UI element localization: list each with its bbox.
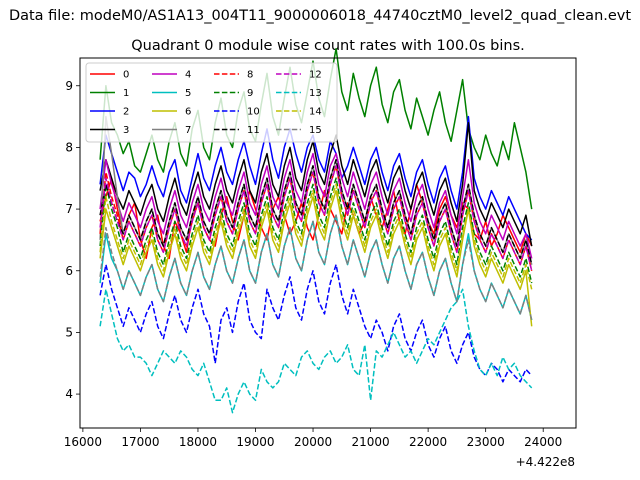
series-line-3 [99,121,533,247]
series-line-6 [99,189,533,327]
chart-title: Quadrant 0 module wise count rates with … [131,38,525,54]
legend-label-15: 15 [309,125,322,136]
y-tick-label: 8 [65,140,73,154]
legend-label-5: 5 [185,88,191,99]
x-tick-label: 24000 [524,435,562,449]
series-layer [99,47,533,414]
legend-label-11: 11 [247,125,260,136]
series-line-12 [99,165,533,271]
series-line-14 [99,183,533,290]
legend-label-0: 0 [123,70,129,81]
series-line-13 [99,288,533,414]
y-tick-label: 6 [65,264,73,278]
x-tick-label: 18000 [179,435,217,449]
x-tick-label: 22000 [409,435,447,449]
x-tick-label: 21000 [351,435,389,449]
legend-label-4: 4 [185,70,191,81]
x-tick-label: 16000 [64,435,102,449]
legend-label-13: 13 [309,88,322,99]
x-tick-label: 19000 [236,435,274,449]
series-line-2 [99,115,533,241]
legend-label-14: 14 [309,107,322,118]
legend-label-9: 9 [247,88,253,99]
legend-label-12: 12 [309,70,322,81]
y-tick-label: 7 [65,202,73,216]
plot-area-frame [79,57,577,429]
legend-label-2: 2 [123,107,129,118]
series-line-9 [99,177,533,284]
y-tick-label: 9 [65,79,73,93]
y-tick-label: 5 [65,325,73,339]
x-tick-label: 20000 [294,435,332,449]
series-line-11 [99,158,533,265]
legend-label-7: 7 [185,125,191,136]
legend-label-10: 10 [247,107,260,118]
series-line-10 [99,263,533,383]
legend-label-1: 1 [123,88,129,99]
x-offset-label: +4.422e8 [516,455,575,469]
y-tick-label: 4 [65,387,73,401]
y-axis: 4 5 6 7 8 9 [65,79,80,401]
chart-suptitle: Data file: modeM0/AS1A13_004T11_90000060… [9,8,631,24]
x-tick-label: 17000 [121,435,159,449]
x-tick-label: 23000 [467,435,505,449]
x-axis: 16000 17000 18000 19000 20000 21000 22000 23000… [64,428,562,449]
legend-box [85,62,338,143]
legend-label-3: 3 [123,125,129,136]
series-line-15 [99,214,533,321]
legend-label-8: 8 [247,70,253,81]
legend-label-6: 6 [185,107,191,118]
series-line-4 [99,152,533,259]
